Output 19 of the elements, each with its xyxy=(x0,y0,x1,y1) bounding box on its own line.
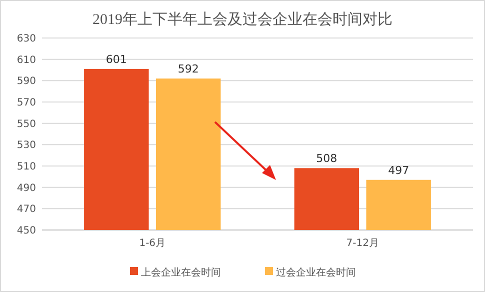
x-tick-label: 1-6月 xyxy=(139,238,166,249)
legend-label: 过会企业在会时间 xyxy=(276,266,356,278)
y-tick-label: 550 xyxy=(16,118,36,130)
y-tick-label: 490 xyxy=(16,182,36,194)
data-label: 508 xyxy=(316,152,338,166)
y-tick-label: 510 xyxy=(16,162,36,172)
legend-label: 上会企业在会时间 xyxy=(141,266,221,278)
data-label: 601 xyxy=(106,52,127,66)
y-tick-label: 610 xyxy=(16,54,36,66)
data-label: 592 xyxy=(178,62,199,76)
x-tick-label: 7-12月 xyxy=(346,238,379,249)
y-tick-label: 530 xyxy=(16,140,36,152)
y-tick-label: 590 xyxy=(16,76,36,88)
y-tick-label: 470 xyxy=(16,204,36,216)
y-tick-label: 450 xyxy=(16,226,36,236)
y-tick-label: 570 xyxy=(16,98,36,108)
data-label: 497 xyxy=(388,164,410,177)
y-tick-label: 630 xyxy=(16,34,36,44)
chart-title: 2019年上下半年上会及过会企业在会时间对比 xyxy=(92,11,392,28)
